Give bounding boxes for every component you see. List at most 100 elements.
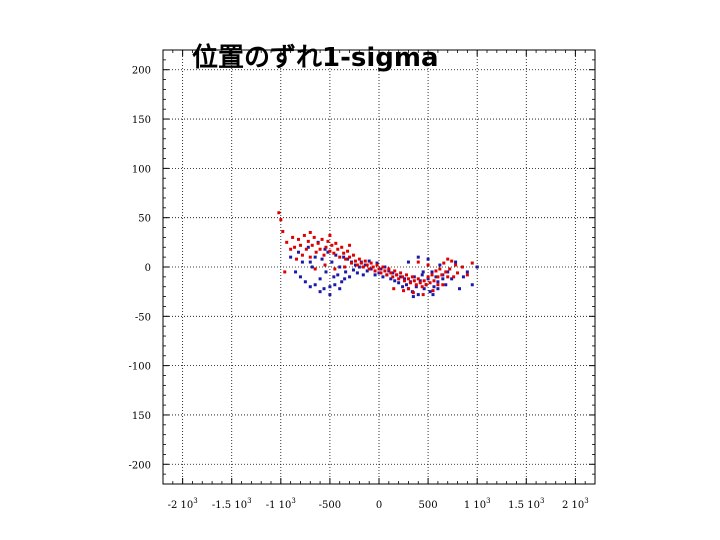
scatter-point-series-1	[313, 255, 317, 259]
scatter-point-series-1	[389, 277, 393, 281]
axis-ticks	[162, 49, 596, 485]
scatter-point-series-1	[454, 260, 458, 264]
scatter-point-series-1	[418, 279, 422, 283]
scatter-point-series-1	[353, 263, 357, 267]
scatter-point-series-2	[428, 281, 432, 285]
scatter-point-series-1	[465, 270, 469, 274]
scatter-point-series-2	[326, 239, 330, 243]
scatter-point-series-2	[300, 253, 304, 257]
scatter-point-series-1	[436, 287, 440, 291]
scatter-point-series-1	[334, 253, 338, 257]
scatter-point-series-1	[336, 273, 340, 277]
scatter-point-series-2	[348, 255, 352, 259]
y-tick-label: 100	[132, 164, 151, 175]
y-tick-label: 150	[132, 115, 151, 126]
scatter-point-series-1	[363, 263, 367, 267]
scatter-point-series-1	[318, 277, 322, 281]
scatter-point-series-1	[426, 277, 430, 281]
scatter-point-series-1	[303, 280, 307, 284]
scatter-point-series-2	[416, 277, 420, 281]
scatter-point-series-1	[416, 293, 420, 297]
scatter-point-series-2	[333, 267, 337, 271]
scatter-point-series-1	[458, 287, 462, 291]
x-tick-label: 1 103	[464, 497, 491, 511]
scatter-point-series-2	[422, 279, 426, 283]
scatter-point-series-2	[342, 251, 346, 255]
x-tick-label: 500	[419, 500, 438, 511]
scatter-point-series-2	[406, 277, 410, 281]
scatter-point-series-2	[291, 235, 295, 239]
scatter-point-series-2	[412, 279, 416, 283]
scatter-point-series-2	[332, 251, 336, 255]
scatter-point-series-1	[434, 275, 438, 279]
scatter-point-series-2	[375, 263, 379, 267]
scatter-point-series-1	[414, 285, 418, 289]
scatter-point-series-1	[399, 275, 403, 279]
scatter-point-series-1	[416, 255, 420, 259]
x-tick-label: -1.5 103	[212, 497, 252, 511]
scatter-point-series-1	[397, 281, 401, 285]
scatter-point-series-1	[381, 275, 385, 279]
scatter-point-series-2	[373, 269, 377, 273]
scatter-point-series-2	[430, 273, 434, 277]
scatter-point-series-2	[369, 261, 373, 265]
scatter-point-series-1	[326, 250, 330, 254]
scatter-point-series-1	[344, 270, 348, 274]
tick-labels: -2 103 -1.5 103 -1 103 -500 0 500 1 103 1.5 103…	[129, 66, 589, 511]
scatter-point-series-2	[340, 245, 344, 249]
y-tick-label: 0	[145, 263, 151, 274]
scatter-point-series-2	[444, 270, 448, 274]
data-points	[277, 211, 479, 299]
scatter-point-series-2	[357, 257, 361, 261]
scatter-point-series-1	[470, 283, 474, 287]
x-tick-label: 0	[376, 500, 382, 511]
scatter-point-series-1	[365, 269, 369, 273]
scatter-point-series-1	[318, 290, 322, 294]
scatter-point-series-2	[355, 263, 359, 267]
scatter-point-series-2	[448, 267, 452, 271]
scatter-point-series-1	[422, 287, 426, 291]
scatter-point-series-2	[312, 235, 316, 239]
scatter-point-series-1	[346, 257, 350, 261]
x-tick-label: 1.5 103	[508, 497, 544, 511]
scatter-point-series-2	[402, 289, 406, 293]
x-tick-label: 2 103	[562, 497, 589, 511]
scatter-point-series-2	[414, 283, 418, 287]
scatter-point-series-1	[430, 270, 434, 274]
scatter-point-series-2	[361, 265, 365, 269]
scatter-point-series-1	[298, 275, 302, 279]
scatter-point-series-2	[470, 261, 474, 265]
scatter-point-series-2	[285, 240, 289, 244]
scatter-point-series-2	[424, 283, 428, 287]
grid	[163, 50, 595, 484]
scatter-point-series-2	[403, 279, 407, 283]
scatter-point-series-2	[308, 255, 312, 259]
scatter-point-series-2	[460, 265, 464, 269]
scatter-point-series-2	[310, 243, 314, 247]
scatter-point-series-1	[421, 270, 425, 274]
scatter-point-series-2	[328, 233, 332, 237]
scatter-point-series-2	[410, 275, 414, 279]
scatter-point-series-1	[338, 265, 342, 269]
scatter-point-series-2	[389, 271, 393, 275]
scatter-point-series-1	[432, 285, 436, 289]
y-tick-label: -100	[129, 362, 151, 373]
scatter-point-series-2	[313, 267, 317, 271]
scatter-point-series-2	[338, 255, 342, 259]
scatter-point-series-1	[406, 260, 410, 264]
scatter-point-series-2	[418, 281, 422, 285]
scatter-point-series-2	[379, 271, 383, 275]
scatter-point-series-1	[420, 273, 424, 277]
scatter-point-series-2	[295, 257, 299, 261]
scatter-point-series-2	[421, 293, 425, 297]
scatter-point-series-1	[426, 257, 430, 261]
scatter-point-series-1	[441, 277, 445, 281]
scatter-point-series-2	[318, 247, 322, 251]
scatter-point-series-2	[406, 287, 410, 291]
scatter-point-series-2	[328, 249, 332, 253]
scatter-point-series-2	[363, 259, 367, 263]
scatter-point-series-1	[369, 267, 373, 271]
scatter-point-series-2	[277, 211, 281, 215]
scatter-point-series-2	[392, 287, 396, 291]
